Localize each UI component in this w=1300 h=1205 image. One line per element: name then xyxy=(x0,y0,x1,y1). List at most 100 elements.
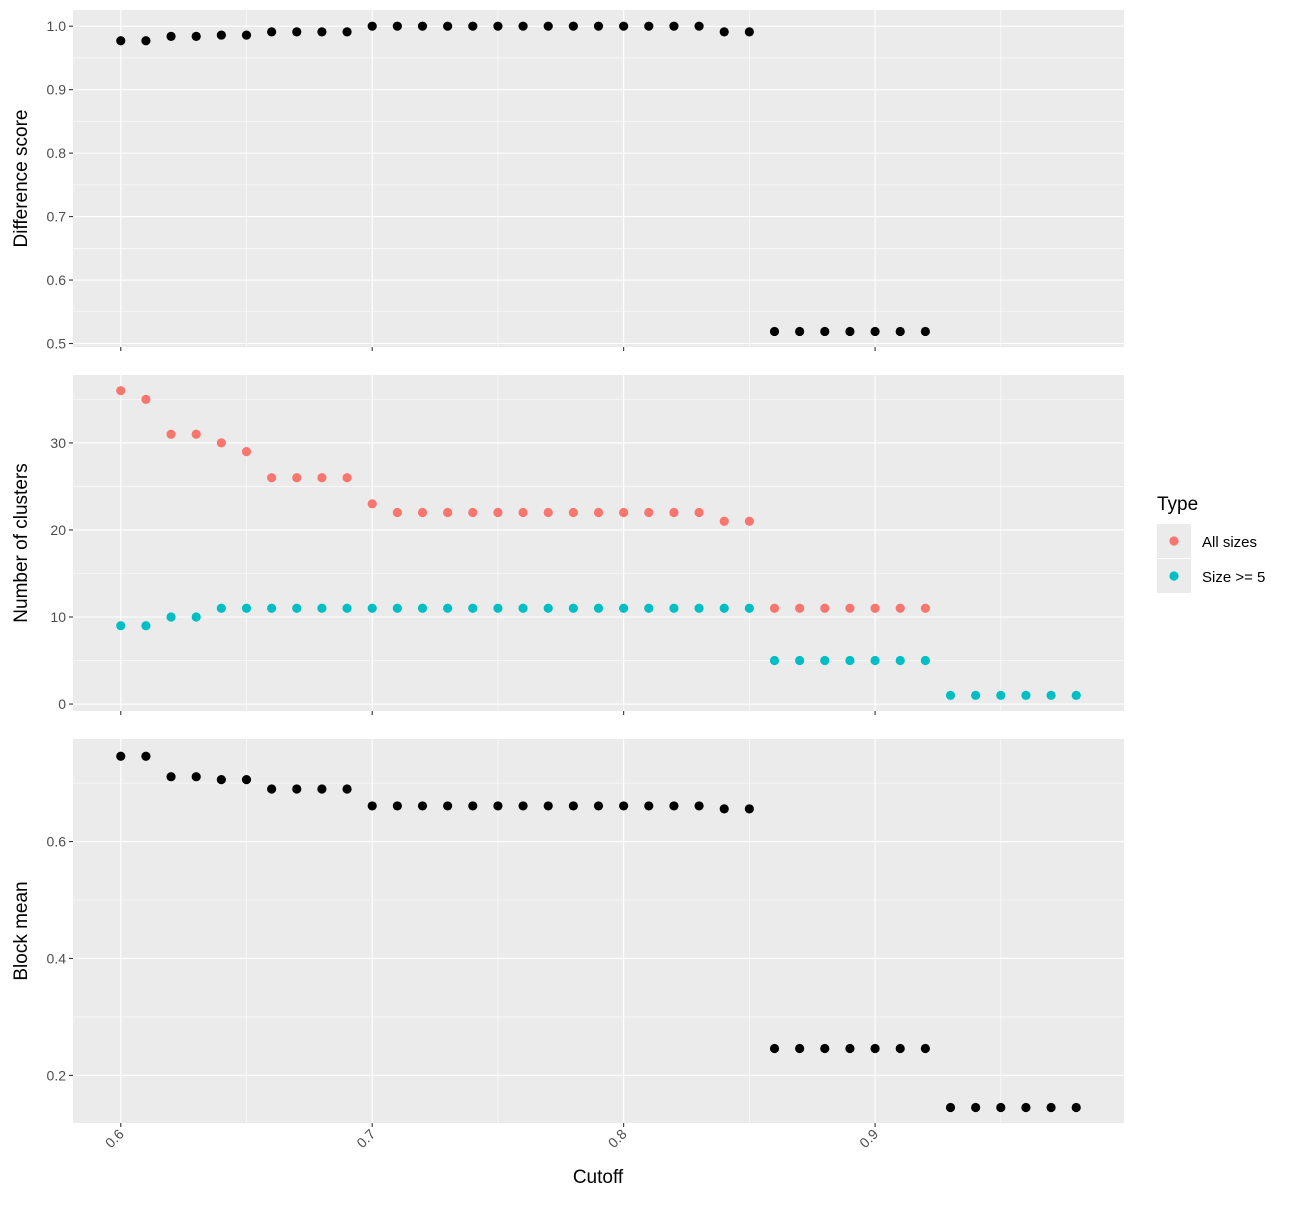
data-point xyxy=(292,473,302,483)
y-tick-label: 0.6 xyxy=(47,272,67,288)
data-point xyxy=(593,507,604,518)
data-point xyxy=(116,751,126,761)
data-point xyxy=(367,801,377,811)
data-point xyxy=(518,801,528,811)
data-point xyxy=(1046,1102,1056,1113)
data-point xyxy=(342,27,352,37)
data-point xyxy=(895,326,905,337)
data-point xyxy=(644,603,654,613)
data-point xyxy=(769,1043,780,1054)
data-point xyxy=(493,801,503,811)
data-point xyxy=(267,473,277,483)
data-point xyxy=(417,801,428,811)
data-point xyxy=(543,603,553,613)
data-point xyxy=(920,1043,930,1054)
data-point xyxy=(317,27,327,37)
data-point xyxy=(669,507,679,518)
data-point xyxy=(543,21,553,31)
y-tick-label: 30 xyxy=(50,435,66,451)
data-point xyxy=(593,21,604,31)
data-point xyxy=(971,690,981,700)
data-point xyxy=(292,603,302,613)
data-point xyxy=(719,603,729,613)
data-point xyxy=(141,621,151,631)
data-point xyxy=(518,507,528,518)
data-point xyxy=(493,507,503,518)
data-point xyxy=(593,603,604,613)
data-point xyxy=(895,603,905,613)
data-point xyxy=(769,603,780,613)
data-point xyxy=(870,326,880,337)
y-tick-label: 0 xyxy=(58,696,66,712)
data-point xyxy=(392,603,402,613)
data-point xyxy=(417,21,428,31)
data-point xyxy=(116,621,126,631)
legend-key-all-sizes xyxy=(1169,536,1179,546)
data-point xyxy=(744,516,754,526)
data-point xyxy=(166,31,176,41)
data-point xyxy=(468,801,478,811)
data-point xyxy=(392,21,402,31)
data-point xyxy=(971,1102,981,1113)
data-point xyxy=(443,801,453,811)
data-point xyxy=(820,655,830,666)
data-point xyxy=(568,801,578,811)
data-point xyxy=(795,655,805,666)
y-tick-label: 0.4 xyxy=(47,950,67,966)
data-point xyxy=(593,801,604,811)
data-point xyxy=(443,603,453,613)
y-tick-label: 10 xyxy=(50,609,66,625)
data-point xyxy=(644,507,654,518)
data-point xyxy=(443,507,453,518)
legend-key-size-5 xyxy=(1169,571,1179,581)
data-point xyxy=(191,612,201,622)
data-point xyxy=(267,27,277,37)
data-point xyxy=(367,499,377,509)
data-point xyxy=(241,603,252,613)
data-point xyxy=(568,603,578,613)
data-point xyxy=(769,655,780,666)
data-point xyxy=(920,603,930,613)
panel-difference-score: 0.5 0.6 0.7 0.8 0.9 1.0 Difference score xyxy=(11,10,1124,352)
data-point xyxy=(694,507,704,518)
data-point xyxy=(166,429,176,439)
data-point xyxy=(468,507,478,518)
y-tick-label: 0.6 xyxy=(47,834,67,850)
panel-block-mean: 0.2 0.4 0.6 Block mean xyxy=(11,739,1124,1127)
data-point xyxy=(996,690,1006,700)
data-point xyxy=(317,784,327,794)
data-point xyxy=(367,21,377,31)
data-point xyxy=(619,507,629,518)
data-point xyxy=(820,326,830,337)
y-axis-title: Number of clusters xyxy=(11,463,32,622)
data-point xyxy=(1021,690,1031,700)
data-point xyxy=(1071,690,1081,700)
legend-title: Type xyxy=(1157,494,1198,515)
data-point xyxy=(166,772,176,782)
data-point xyxy=(694,603,704,613)
data-point xyxy=(769,326,780,337)
data-point xyxy=(518,603,528,613)
y-tick-label: 0.5 xyxy=(47,336,67,352)
data-point xyxy=(719,804,729,814)
data-point xyxy=(241,447,252,457)
data-point xyxy=(267,784,277,794)
data-point xyxy=(694,801,704,811)
data-point xyxy=(292,27,302,37)
data-point xyxy=(996,1102,1006,1113)
panels-layer: 0.5 0.6 0.7 0.8 0.9 1.0 Difference score 0 10 20 3… xyxy=(11,10,1124,1151)
data-point xyxy=(141,394,151,404)
y-tick-label: 0.7 xyxy=(47,209,67,225)
data-point xyxy=(317,473,327,483)
data-point xyxy=(216,30,226,40)
data-point xyxy=(820,603,830,613)
data-point xyxy=(719,27,729,37)
data-point xyxy=(744,27,754,37)
data-point xyxy=(392,801,402,811)
data-point xyxy=(845,603,855,613)
data-point xyxy=(795,1043,805,1054)
data-point xyxy=(669,801,679,811)
data-point xyxy=(191,429,201,439)
y-axis-title: Block mean xyxy=(11,881,32,980)
data-point xyxy=(543,801,553,811)
